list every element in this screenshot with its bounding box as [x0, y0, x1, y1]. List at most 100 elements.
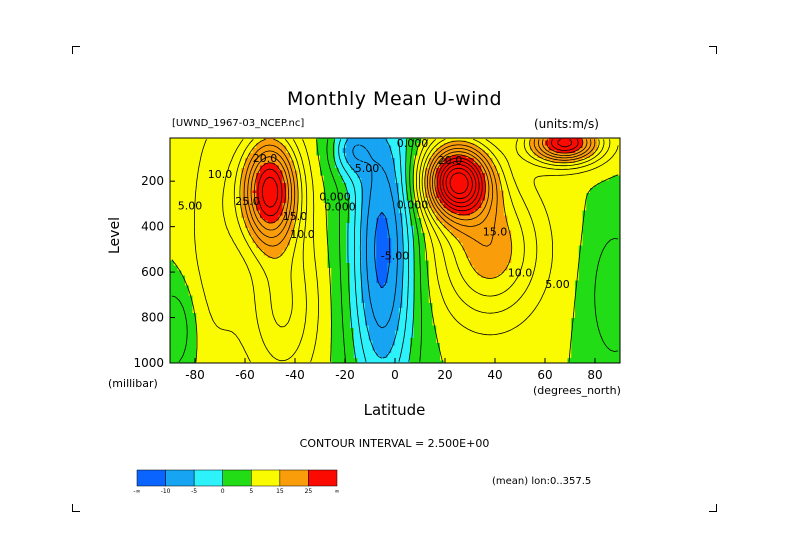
- contour-cell: [507, 155, 512, 159]
- contour-cell: [391, 173, 396, 176]
- contour-cell: [466, 145, 471, 149]
- contour-cell: [473, 183, 478, 186]
- contour-cell: [526, 168, 531, 171]
- contour-cell: [492, 223, 497, 226]
- contour-cell: [226, 185, 231, 189]
- contour-cell: [556, 160, 561, 164]
- contour-cell: [383, 220, 388, 224]
- contour-cell: [398, 155, 403, 159]
- contour-cell: [237, 140, 242, 144]
- contour-cell: [241, 228, 246, 231]
- contour-cell: [496, 205, 501, 209]
- contour-cell: [218, 218, 223, 221]
- contour-cell: [335, 200, 340, 204]
- contour-cell: [188, 218, 193, 221]
- contour-cell: [200, 215, 205, 219]
- contour-cell: [245, 235, 250, 239]
- contour-cell: [222, 208, 227, 211]
- contour-cell: [402, 210, 407, 214]
- contour-cell: [425, 205, 430, 209]
- contour-cell: [440, 195, 445, 199]
- contour-cell: [305, 235, 310, 239]
- contour-cell: [260, 193, 265, 196]
- contour-cell: [421, 183, 426, 186]
- contour-cell: [188, 213, 193, 216]
- contour-cell: [571, 198, 576, 201]
- contour-cell: [320, 163, 325, 166]
- contour-cell: [590, 215, 595, 219]
- contour-cell: [211, 148, 216, 151]
- contour-cell: [571, 225, 576, 229]
- contour-cell: [286, 153, 291, 156]
- contour-cell: [402, 215, 407, 219]
- contour-cell: [522, 233, 527, 236]
- contour-cell: [368, 210, 373, 214]
- contour-cell: [320, 233, 325, 236]
- contour-cell: [376, 193, 381, 196]
- contour-cell: [567, 150, 572, 154]
- contour-cell: [226, 233, 231, 236]
- contour-cell: [260, 213, 265, 216]
- contour-cell: [245, 170, 250, 174]
- contour-cell: [323, 230, 328, 234]
- contour-cell: [601, 143, 606, 146]
- contour-cell: [346, 148, 351, 151]
- contour-cell: [545, 220, 550, 224]
- contour-cell: [492, 230, 497, 234]
- contour-cell: [455, 148, 460, 151]
- contour-cell: [173, 238, 178, 241]
- contour-cell: [338, 233, 343, 236]
- contour-cell: [387, 240, 392, 244]
- contour-cell: [586, 185, 591, 189]
- contour-cell: [331, 183, 336, 186]
- contour-cell: [530, 188, 535, 191]
- contour-cell: [518, 138, 523, 141]
- contour-cell: [522, 190, 527, 194]
- contour-cell: [537, 233, 542, 236]
- contour-cell: [282, 213, 287, 216]
- contour-cell: [218, 155, 223, 159]
- contour-cell: [440, 140, 445, 144]
- contour-cell: [473, 170, 478, 174]
- contour-cell: [241, 165, 246, 169]
- contour-cell: [286, 228, 291, 231]
- contour-cell: [353, 200, 358, 204]
- contour-cell: [335, 235, 340, 239]
- contour-cell: [571, 138, 576, 141]
- contour-cell: [466, 238, 471, 241]
- contour-cell: [361, 168, 366, 171]
- contour-cell: [477, 235, 482, 239]
- contour-cell: [188, 238, 193, 241]
- contour-cell: [425, 143, 430, 146]
- contour-cell: [428, 143, 433, 146]
- contour-cell: [582, 163, 587, 166]
- contour-cell: [571, 195, 576, 199]
- contour-cell: [263, 203, 268, 206]
- contour-cell: [327, 228, 332, 231]
- contour-cell: [200, 235, 205, 239]
- contour-cell: [215, 143, 220, 146]
- contour-cell: [361, 238, 366, 241]
- contour-cell: [395, 240, 400, 244]
- contour-cell: [593, 140, 598, 144]
- contour-cell: [586, 175, 591, 179]
- contour-cell: [575, 230, 580, 234]
- contour-cell: [413, 193, 418, 196]
- contour-cell: [327, 210, 332, 214]
- contour-cell: [335, 158, 340, 161]
- contour-cell: [578, 140, 583, 144]
- contour-cell: [548, 223, 553, 226]
- contour-cell: [297, 215, 302, 219]
- contour-cell: [357, 175, 362, 179]
- contour-cell: [410, 235, 415, 239]
- contour-cell: [271, 218, 276, 221]
- contour-cell: [185, 218, 190, 221]
- contour-cell: [338, 173, 343, 176]
- contour-cell: [368, 193, 373, 196]
- contour-cell: [230, 145, 235, 149]
- contour-cell: [278, 223, 283, 226]
- contour-cell: [593, 210, 598, 214]
- contour-cell: [357, 140, 362, 144]
- contour-cell: [350, 153, 355, 156]
- contour-cell: [338, 240, 343, 244]
